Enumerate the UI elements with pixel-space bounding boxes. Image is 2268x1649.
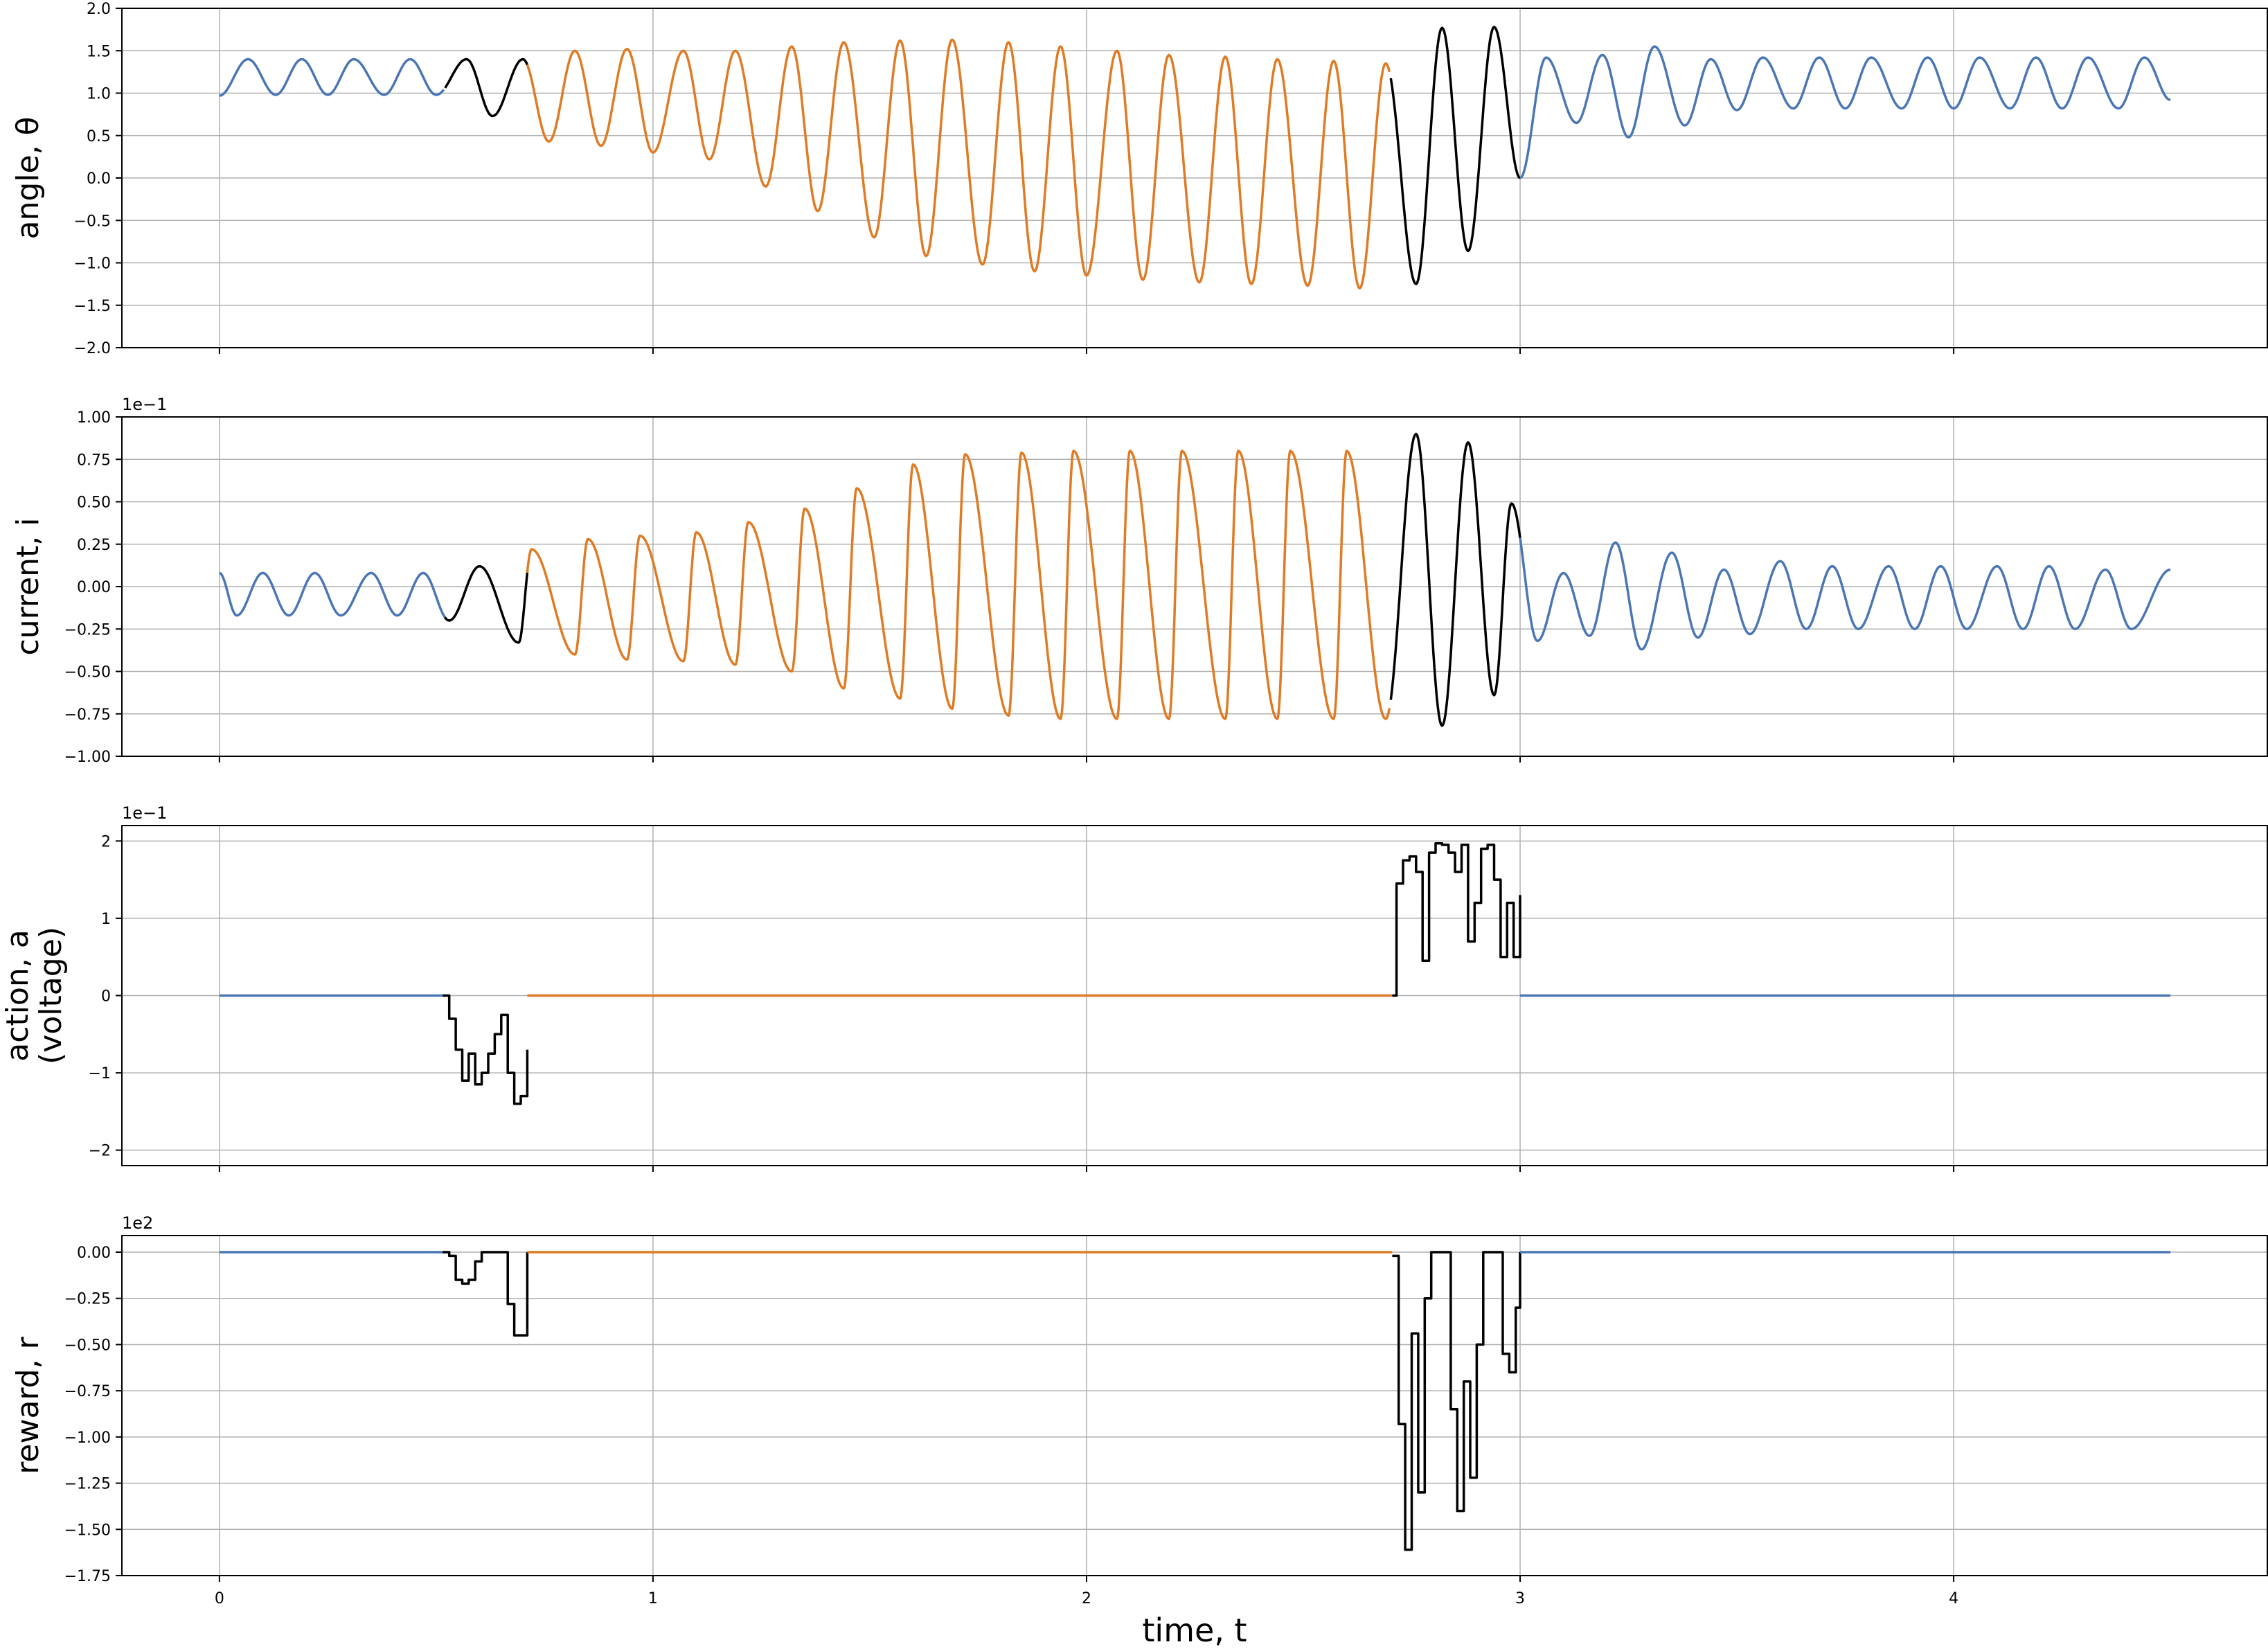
reward-step-control-2 bbox=[1392, 1251, 1521, 1551]
y-tick-label: −0.75 bbox=[64, 1383, 111, 1400]
y-tick-label: −0.50 bbox=[64, 1337, 111, 1354]
y-tick-label: 0.75 bbox=[77, 452, 111, 469]
y-tick-label: 0.5 bbox=[87, 128, 111, 145]
x-tick-label: 1 bbox=[648, 1590, 658, 1607]
y-tick-label: −1.50 bbox=[64, 1522, 111, 1539]
angle-line-coast bbox=[526, 38, 1391, 290]
action-y-axis-label: action, a bbox=[0, 929, 35, 1061]
y-tick-label: 0.0 bbox=[87, 170, 111, 188]
reward-y-axis-label: reward, r bbox=[10, 1336, 46, 1474]
subplot-angle: −2.0 −1.5 −1.0 −0.5 0.0 0.5 1.0 1.5 2.0 angle, θ bbox=[10, 1, 2268, 357]
y-tick-label: −2 bbox=[89, 1143, 111, 1160]
y-tick-label: −1.25 bbox=[64, 1476, 111, 1493]
angle-line-free-1 bbox=[219, 57, 445, 97]
current-series bbox=[219, 432, 2171, 727]
y-tick-label: −1 bbox=[89, 1065, 111, 1082]
angle-line-control-1 bbox=[444, 57, 528, 118]
y-tick-label: 1.0 bbox=[87, 86, 111, 103]
y-tick-label: −1.5 bbox=[74, 298, 111, 315]
y-tick-label: −1.75 bbox=[64, 1568, 111, 1585]
current-line-control-1 bbox=[444, 564, 529, 644]
x-axis-label: time, t bbox=[1142, 1612, 1247, 1649]
y-tick-label: 2.0 bbox=[87, 1, 111, 18]
y-tick-label: −1.0 bbox=[74, 256, 111, 273]
y-tick-label: 0.00 bbox=[77, 579, 111, 596]
subplot-current: −1.00 −0.75 −0.50 −0.25 0.00 0.25 0.50 0.75 1.00… bbox=[10, 395, 2268, 766]
y-tick-label: −1.00 bbox=[64, 749, 111, 766]
y-tick-label: −1.00 bbox=[64, 1429, 111, 1447]
y-tick-label: −2.0 bbox=[74, 340, 111, 357]
y-tick-label: 0.25 bbox=[77, 537, 111, 554]
y-tick-label: −0.5 bbox=[74, 213, 111, 230]
y-tick-label: −0.25 bbox=[64, 1291, 111, 1308]
y-tick-label: 1.5 bbox=[87, 43, 111, 60]
y-tick-label: 0.50 bbox=[77, 494, 111, 512]
angle-series bbox=[219, 26, 2171, 290]
x-tick-label: 0 bbox=[215, 1590, 224, 1607]
current-line-coast bbox=[526, 449, 1391, 720]
angle-y-axis-label: angle, θ bbox=[10, 117, 46, 240]
current-line-control-2 bbox=[1389, 432, 1521, 727]
reward-step-control-1 bbox=[443, 1251, 529, 1337]
action-series bbox=[219, 841, 2171, 1105]
y-tick-label: 1 bbox=[101, 911, 111, 928]
action-y-axis-label-2: (voltage) bbox=[33, 927, 69, 1064]
y-tick-label: −0.75 bbox=[64, 706, 111, 724]
reward-axis-multiplier: 1e2 bbox=[122, 1213, 153, 1233]
action-step-control-2 bbox=[1392, 841, 1521, 997]
x-tick-label: 2 bbox=[1082, 1590, 1091, 1607]
y-tick-label: 0.00 bbox=[77, 1245, 111, 1262]
y-tick-label: −0.50 bbox=[64, 664, 111, 681]
x-tick-label: 4 bbox=[1949, 1590, 1958, 1607]
current-y-axis-label: current, i bbox=[10, 518, 46, 656]
y-tick-label: 0 bbox=[101, 988, 111, 1006]
reward-series bbox=[219, 1251, 2171, 1551]
y-tick-label: −0.25 bbox=[64, 621, 111, 639]
current-axis-multiplier: 1e−1 bbox=[122, 395, 167, 414]
x-tick-label: 3 bbox=[1515, 1590, 1525, 1607]
subplot-reward: −1.75 −1.50 −1.25 −1.00 −0.75 −0.50 −0.25 0.00 0… bbox=[10, 1213, 2268, 1607]
action-axis-multiplier: 1e−1 bbox=[122, 803, 167, 823]
subplot-action: −2 −1 0 1 2 1e−1 action, a(voltage) bbox=[0, 803, 2268, 1172]
reward-axes-frame bbox=[121, 1235, 2268, 1576]
angle-line-free-2 bbox=[1519, 45, 2171, 179]
current-line-free-1 bbox=[219, 571, 446, 618]
angle-line-control-2 bbox=[1389, 26, 1521, 285]
y-tick-label: 1.00 bbox=[77, 409, 111, 427]
action-step-control-1 bbox=[443, 994, 529, 1105]
current-line-free-2 bbox=[1519, 537, 2171, 651]
y-tick-label: 2 bbox=[101, 833, 111, 850]
